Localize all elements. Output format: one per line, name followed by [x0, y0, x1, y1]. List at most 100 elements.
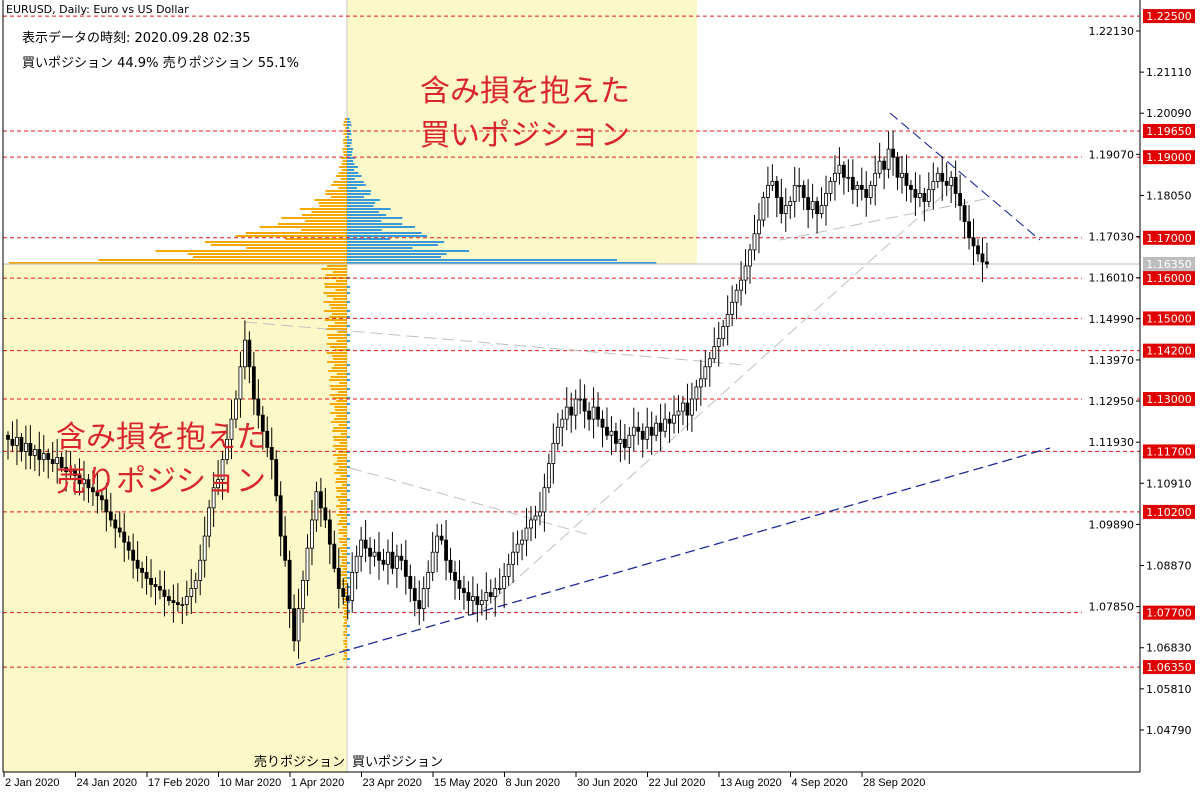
candle-body: [46, 453, 51, 460]
level-label-bg: [1143, 343, 1195, 358]
candle: [189, 569, 194, 615]
candle: [779, 178, 784, 224]
y-tick-label-bg: [1082, 311, 1135, 326]
sell-profile-bar: [341, 580, 347, 582]
candle: [216, 460, 220, 496]
sell-profile-bar: [339, 565, 347, 567]
candle: [180, 597, 185, 624]
candle: [265, 416, 270, 458]
sell-profile-bar: [333, 358, 347, 360]
candle: [730, 285, 735, 327]
buy-profile-bar: [347, 325, 350, 327]
candle-body: [833, 172, 837, 182]
sell-profile-bar: [340, 517, 347, 519]
candle: [600, 410, 605, 448]
sell-profile-bar: [330, 376, 347, 378]
buy-profile-bar: [347, 658, 350, 660]
sell-profile-bar: [324, 319, 347, 321]
y-tick-label: 1.05810: [1146, 683, 1192, 696]
candle: [797, 167, 802, 202]
candle: [243, 320, 247, 380]
candle: [91, 470, 95, 506]
candle-body: [15, 436, 19, 446]
candle-body: [743, 265, 748, 281]
candle: [108, 492, 113, 527]
sell-profile-bar: [319, 205, 347, 207]
buy-profile-bar: [347, 253, 447, 255]
candle-body: [135, 559, 140, 569]
candle: [873, 155, 878, 206]
buy-profile-bar: [347, 373, 350, 375]
sell-profile-bar: [338, 424, 347, 426]
candle-body: [886, 148, 891, 170]
sell-profile-bar: [337, 457, 347, 459]
candle: [690, 382, 694, 432]
candle-body: [761, 197, 766, 221]
candle-body: [484, 592, 489, 601]
buy-profile-bar: [347, 193, 371, 195]
sell-profile-label: 売りポジション: [253, 755, 345, 770]
candle: [810, 183, 815, 219]
candle: [886, 131, 891, 179]
candle: [707, 352, 712, 387]
candle: [712, 327, 717, 363]
sell-profile-bar: [259, 226, 347, 228]
candle: [877, 142, 882, 179]
candle-body: [354, 555, 359, 573]
candle-body: [10, 438, 15, 446]
candle: [792, 166, 797, 218]
x-tick-label: 8 Jun 2020: [506, 777, 560, 789]
candle-body: [399, 555, 404, 561]
candle-body: [824, 193, 828, 206]
candle-body: [779, 197, 784, 215]
sell-profile-bar: [235, 235, 347, 237]
candle-body: [412, 588, 417, 601]
candle-body: [690, 398, 694, 416]
level-label-bg: [1143, 504, 1195, 519]
candle: [470, 576, 475, 615]
sell-profile-bar: [335, 481, 347, 483]
sell-profile-bar: [345, 136, 347, 138]
sell-profile-bar: [335, 496, 347, 498]
level-label: 1.22500: [1146, 10, 1192, 23]
buy-profile-bar: [347, 142, 352, 144]
candle-body: [408, 575, 413, 589]
sell-profile-bar: [344, 595, 347, 597]
level-label: 1.17000: [1146, 232, 1192, 245]
buy-profile-bar: [347, 523, 350, 525]
candle: [198, 544, 203, 596]
candle-body: [260, 414, 265, 432]
candle-body: [417, 600, 422, 610]
sell-profile-bar: [338, 391, 347, 393]
y-tick-label-bg: [1082, 435, 1135, 450]
sell-profile-bar: [341, 157, 347, 159]
candle: [117, 511, 122, 538]
candle: [296, 588, 301, 659]
candle-body: [171, 600, 176, 603]
candle-body: [815, 201, 819, 215]
y-tick-label: 1.14990: [1089, 313, 1135, 326]
candle: [953, 160, 958, 208]
candle-body: [676, 410, 681, 416]
sell-profile-bar: [336, 469, 347, 471]
sell-profile-bar: [344, 655, 347, 657]
candle-body: [618, 438, 623, 444]
sell-profile-bar: [155, 250, 347, 252]
buy-profile-bar: [347, 634, 350, 636]
candle-body: [649, 426, 654, 436]
sell-profile-bar: [318, 202, 347, 204]
level-label: 1.19000: [1146, 151, 1192, 164]
candle-body: [113, 519, 118, 529]
candle: [363, 520, 368, 563]
candle: [806, 179, 811, 229]
buy-loss-annotation: 含み損を抱えた 買いポジション: [420, 70, 630, 158]
candle: [37, 431, 42, 477]
level-label-bg: [1143, 444, 1195, 459]
sell-profile-bar: [340, 502, 347, 504]
candle: [569, 392, 574, 433]
sell-profile-bar: [342, 160, 347, 162]
candle-body: [377, 551, 381, 561]
candle-body: [95, 491, 100, 497]
